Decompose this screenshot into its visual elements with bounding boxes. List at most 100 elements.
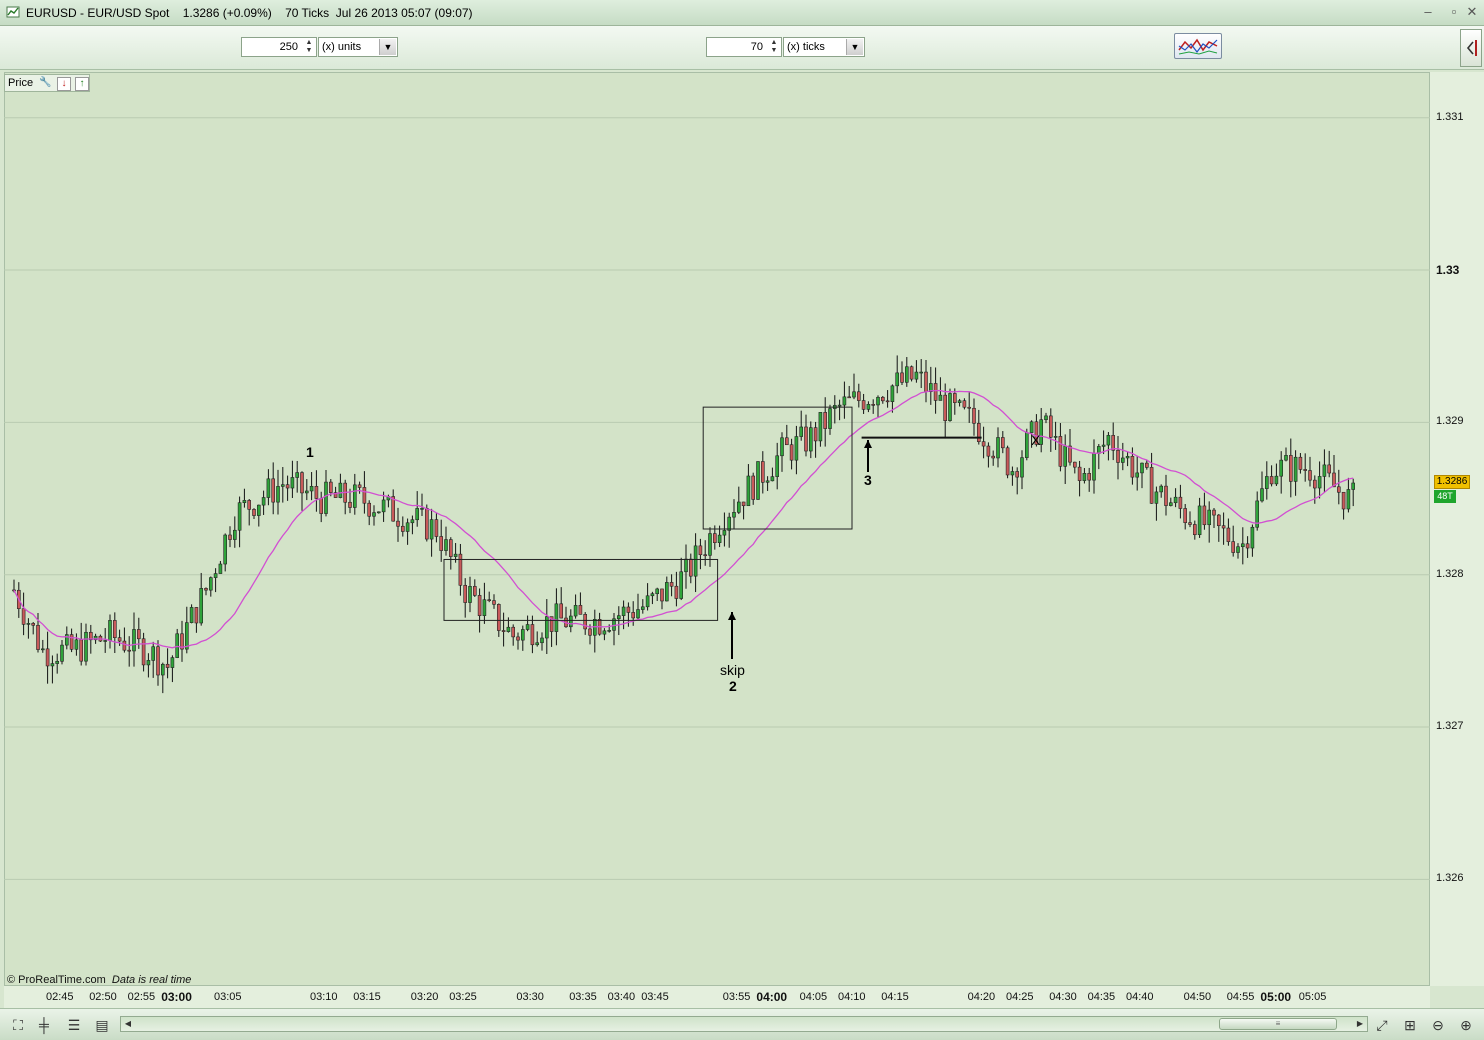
price-axis[interactable] bbox=[1430, 72, 1484, 986]
candle-bullish bbox=[218, 563, 223, 574]
candle-bullish bbox=[266, 478, 271, 498]
candle-bearish bbox=[1130, 456, 1135, 478]
candle-bullish bbox=[602, 630, 607, 635]
candle-bearish bbox=[760, 461, 765, 483]
candle-bullish bbox=[209, 577, 213, 591]
copyright-text: © ProRealTime.com bbox=[7, 974, 106, 986]
time-scrollbar[interactable]: ◀ ≡ ▶ bbox=[120, 1016, 1368, 1032]
candle-bullish bbox=[664, 582, 669, 602]
ticks-dropdown-icon[interactable]: ▼ bbox=[846, 39, 863, 55]
price-chart[interactable] bbox=[4, 72, 1430, 986]
candle-bearish bbox=[530, 624, 535, 646]
minimize-icon[interactable]: – bbox=[1424, 4, 1432, 19]
zoom-in-icon[interactable]: ⊕ bbox=[1460, 1017, 1472, 1033]
panel-toggle-icon[interactable] bbox=[1460, 29, 1482, 67]
add-icon[interactable]: ↑ bbox=[75, 77, 89, 91]
candle-bearish bbox=[900, 372, 904, 383]
candle-bearish bbox=[1164, 485, 1168, 506]
scroll-right-icon[interactable]: ▶ bbox=[1356, 1019, 1364, 1028]
time-axis-label: 03:40 bbox=[607, 991, 636, 1003]
units-spin-arrows-icon[interactable]: ▲ ▼ bbox=[305, 39, 313, 54]
bars-icon[interactable]: ▤ bbox=[95, 1017, 109, 1033]
candle-bearish bbox=[813, 427, 818, 442]
candle-bearish bbox=[1202, 505, 1207, 526]
time-axis-label: 03:15 bbox=[353, 991, 381, 1003]
candle-bearish bbox=[434, 519, 439, 537]
candle-bullish bbox=[1053, 436, 1058, 438]
wrench-icon[interactable]: 🔧 bbox=[39, 77, 52, 88]
price-panel-label: Price bbox=[8, 77, 34, 89]
close-icon[interactable]: ✕ bbox=[1466, 4, 1478, 19]
candle-bullish bbox=[40, 648, 45, 651]
restore-icon[interactable]: ▫ bbox=[1451, 4, 1457, 19]
indicator-chart-icon[interactable] bbox=[1174, 33, 1222, 59]
candle-bearish bbox=[501, 630, 506, 632]
candle-bullish bbox=[108, 620, 112, 641]
candle-bullish bbox=[842, 396, 847, 406]
scroll-left-icon[interactable]: ◀ bbox=[124, 1019, 132, 1028]
remove-icon[interactable]: ↓ bbox=[57, 77, 71, 91]
candle-bullish bbox=[1024, 432, 1029, 458]
candle-bearish bbox=[1188, 522, 1192, 525]
candle-bullish bbox=[280, 484, 285, 487]
autoscale-icon[interactable]: ⊞ bbox=[1404, 1017, 1416, 1033]
candle-bearish bbox=[741, 501, 746, 507]
list-icon[interactable]: ☰ bbox=[67, 1017, 81, 1033]
reset-zoom-icon[interactable]: ⤢ bbox=[1376, 1017, 1388, 1033]
candle-bearish bbox=[463, 584, 468, 603]
time-axis-label: 03:30 bbox=[516, 991, 544, 1003]
panel-toggle-graphic bbox=[1466, 40, 1477, 56]
price-axis-label: 1.328 bbox=[1436, 567, 1464, 580]
candle-bearish bbox=[180, 633, 184, 650]
candle-bullish bbox=[276, 486, 280, 503]
price-axis-label: 1.326 bbox=[1436, 872, 1464, 885]
candle-bullish bbox=[1082, 473, 1087, 481]
candle-bullish bbox=[1121, 457, 1125, 463]
candle-bullish bbox=[103, 640, 107, 642]
candle-bullish bbox=[679, 571, 684, 599]
candle-bullish bbox=[1020, 457, 1024, 478]
candle-bearish bbox=[1183, 508, 1187, 523]
ticks-select[interactable]: (x) ticks ▼ bbox=[783, 37, 865, 57]
time-axis-label: 03:00 bbox=[161, 990, 192, 1004]
candle-bearish bbox=[703, 554, 708, 557]
candle-bearish bbox=[516, 636, 520, 641]
ticks-spin-arrows-icon[interactable]: ▲ ▼ bbox=[770, 39, 778, 54]
candle-bullish bbox=[304, 490, 309, 494]
candle-bearish bbox=[127, 649, 131, 652]
candle-bearish bbox=[36, 624, 40, 650]
candle-bullish bbox=[535, 642, 540, 646]
candle-bearish bbox=[823, 412, 828, 429]
price-axis-label: 1.33 bbox=[1436, 263, 1460, 278]
candle-bearish bbox=[424, 508, 429, 540]
candlestick-icon[interactable]: ╪ bbox=[39, 1017, 49, 1033]
scroll-thumb[interactable]: ≡ bbox=[1219, 1018, 1337, 1030]
units-select[interactable]: (x) units ▼ bbox=[318, 37, 398, 57]
candle-bearish bbox=[688, 558, 693, 577]
candle-bullish bbox=[352, 484, 357, 508]
candle-bearish bbox=[751, 475, 756, 500]
time-axis-label: 04:15 bbox=[881, 991, 909, 1003]
candle-bearish bbox=[271, 478, 276, 503]
candle-bearish bbox=[559, 603, 564, 619]
units-stepper[interactable]: 250 ▲ ▼ bbox=[241, 37, 317, 57]
candle-bearish bbox=[1341, 491, 1346, 510]
candle-bullish bbox=[732, 512, 736, 518]
units-label: (x) units bbox=[322, 41, 362, 53]
time-axis[interactable] bbox=[4, 986, 1430, 1008]
tick-count-badge: 48T bbox=[1434, 490, 1456, 503]
annotation-x: X bbox=[1031, 432, 1041, 448]
candle-bearish bbox=[871, 404, 876, 406]
candle-bullish bbox=[233, 529, 237, 540]
candle-bullish bbox=[828, 408, 832, 429]
chart-select-icon[interactable]: ⛶ bbox=[13, 1017, 23, 1033]
candle-bearish bbox=[458, 553, 463, 586]
candle-bullish bbox=[957, 400, 962, 403]
candle-bearish bbox=[367, 502, 372, 517]
zoom-out-icon[interactable]: ⊖ bbox=[1432, 1017, 1444, 1033]
candle-bearish bbox=[487, 599, 492, 602]
units-dropdown-icon[interactable]: ▼ bbox=[379, 39, 396, 55]
candle-bullish bbox=[1197, 505, 1202, 536]
ticks-stepper[interactable]: 70 ▲ ▼ bbox=[706, 37, 782, 57]
candle-bullish bbox=[1236, 546, 1240, 553]
